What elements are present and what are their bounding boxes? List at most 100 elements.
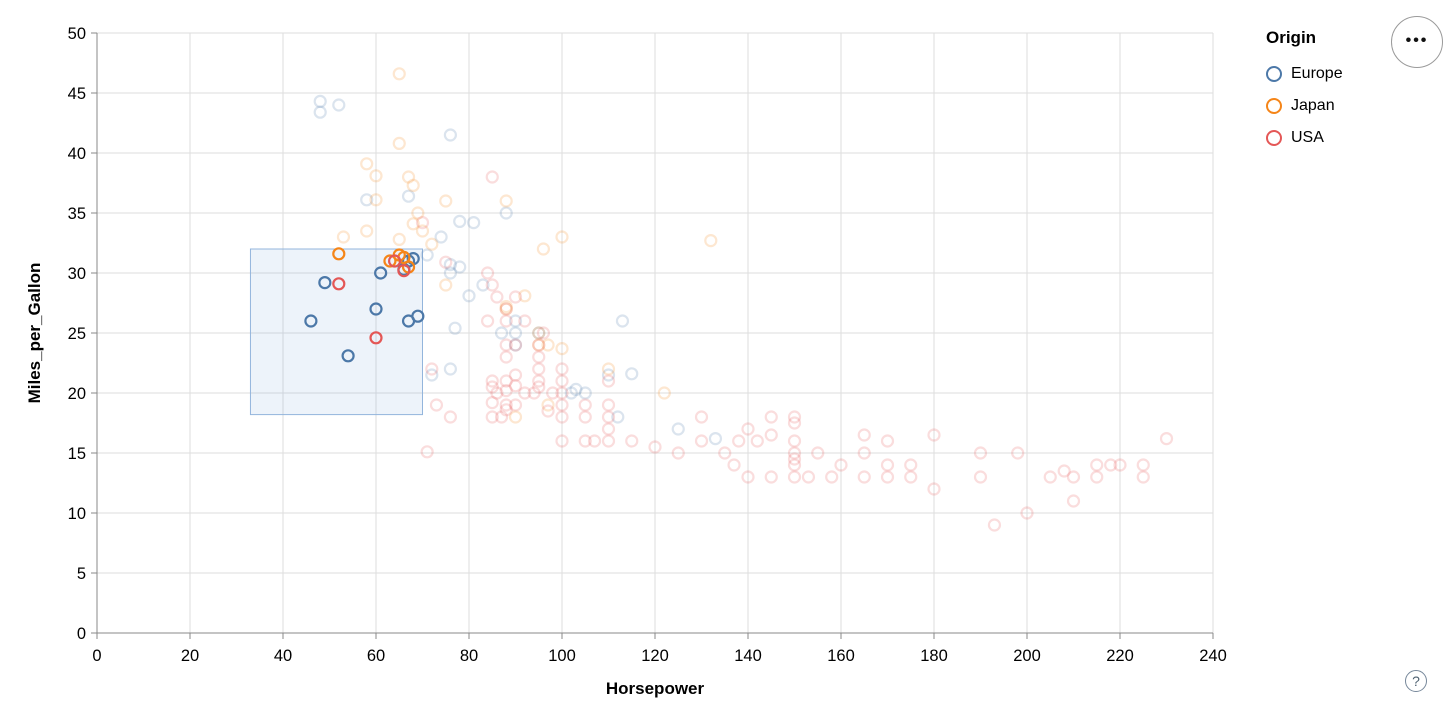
scatter-point-usa	[499, 350, 513, 364]
scatter-point-usa	[429, 398, 444, 412]
scatter-point-usa	[811, 446, 825, 460]
scatter-point-usa	[927, 482, 941, 496]
x-tick-label: 240	[1199, 647, 1227, 665]
scatter-point-europe	[625, 367, 639, 381]
scatter-point-usa	[555, 410, 569, 424]
scatter-point-usa	[541, 404, 555, 418]
scatter-point-usa	[601, 374, 616, 388]
scatter-point-europe	[443, 258, 457, 272]
scatter-point-japan	[369, 169, 383, 183]
x-tick-label: 120	[641, 647, 669, 665]
scatter-point-usa	[787, 446, 802, 460]
scatter-point-japan	[508, 410, 523, 424]
x-tick-label: 60	[367, 647, 385, 665]
scatter-point-europe	[467, 216, 481, 230]
scatter-point-japan	[360, 157, 374, 171]
scatter-point-usa	[1011, 446, 1025, 460]
scatter-point-usa	[694, 410, 709, 424]
scatter-point-usa	[499, 314, 513, 328]
y-tick-label: 40	[68, 145, 86, 163]
scatter-point-usa	[1090, 470, 1104, 484]
scatter-point-europe	[708, 432, 723, 446]
scatter-point-usa	[1066, 494, 1081, 508]
scatter-point-usa	[555, 398, 569, 412]
x-tick-label: 0	[92, 647, 101, 665]
scatter-point-europe	[332, 98, 346, 112]
scatter-point-usa	[787, 416, 802, 430]
scatter-point-europe	[532, 326, 546, 340]
scatter-point-usa	[880, 458, 895, 472]
scatter-point-usa	[536, 326, 551, 340]
y-tick-label: 0	[77, 625, 86, 643]
scatter-point-usa	[857, 470, 871, 484]
scatter-point-japan	[360, 224, 374, 238]
scatter-point-japan	[392, 136, 406, 150]
scatter-point-japan	[369, 193, 383, 207]
scatter-point-usa	[485, 380, 499, 394]
scatter-point-usa	[973, 446, 988, 460]
scatter-point-usa	[369, 331, 383, 345]
scatter-point-japan	[411, 206, 425, 220]
scatter-point-usa	[425, 362, 439, 376]
scatter-point-usa	[987, 518, 1002, 532]
y-tick-label: 35	[68, 205, 86, 223]
scatter-point-usa	[532, 374, 546, 388]
scatter-point-japan	[536, 242, 551, 256]
scatter-point-europe	[411, 309, 425, 323]
scatter-point-japan	[392, 67, 406, 81]
scatter-point-europe	[401, 189, 416, 203]
scatter-point-europe	[304, 314, 318, 328]
scatter-point-japan	[532, 338, 546, 352]
legend-ring-icon	[1266, 66, 1282, 82]
scatter-point-europe	[341, 349, 355, 363]
scatter-point-usa	[499, 403, 513, 417]
brush-selection[interactable]	[249, 248, 423, 416]
scatter-point-japan	[439, 278, 453, 292]
scatter-point-europe	[443, 266, 457, 280]
scatter-point-usa	[764, 410, 778, 424]
legend-item-europe: Europe	[1266, 58, 1343, 90]
scatter-point-usa	[1136, 470, 1150, 484]
scatter-point-usa	[764, 470, 778, 484]
scatter-point-europe	[508, 314, 523, 328]
scatter-point-europe	[611, 410, 625, 424]
scatter-point-japan	[601, 362, 616, 376]
scatter-point-japan	[392, 232, 406, 246]
scatter-point-japan	[401, 170, 416, 184]
scatter-point-japan	[406, 178, 420, 192]
scatter-point-usa	[732, 434, 746, 448]
scatter-point-europe	[448, 321, 462, 335]
help-button[interactable]: ?	[1405, 670, 1427, 692]
actions-menu-button[interactable]: •••	[1391, 16, 1443, 68]
scatter-point-usa	[532, 350, 546, 364]
scatter-point-usa	[1043, 470, 1057, 484]
scatter-point-usa	[439, 255, 453, 269]
scatter-point-usa	[973, 470, 988, 484]
scatter-point-usa	[787, 452, 802, 466]
scatter-point-japan	[383, 254, 397, 268]
legend-ring-icon	[1266, 130, 1282, 146]
scatter-point-japan	[415, 224, 430, 238]
scatter-point-usa	[518, 386, 532, 400]
scatter-point-usa	[485, 374, 499, 388]
legend-item-label: Europe	[1291, 65, 1343, 82]
scatter-point-usa	[825, 470, 839, 484]
scatter-point-usa	[750, 434, 764, 448]
scatter-point-europe	[420, 248, 434, 262]
scatter-point-usa	[443, 410, 457, 424]
scatter-point-europe	[425, 368, 439, 382]
x-tick-label: 180	[920, 647, 948, 665]
scatter-point-usa	[625, 434, 639, 448]
scatter-point-usa	[857, 428, 871, 442]
legend-ring-icon	[1266, 98, 1282, 114]
scatter-point-usa	[834, 458, 848, 472]
scatter-point-usa	[499, 374, 513, 388]
scatter-point-usa	[1159, 432, 1174, 446]
scatter-point-usa	[741, 422, 755, 436]
scatter-point-usa	[518, 314, 532, 328]
scatter-point-usa	[508, 398, 523, 412]
scatter-point-japan	[425, 237, 439, 251]
scatter-point-japan	[336, 230, 351, 244]
scatter-point-usa	[1136, 458, 1150, 472]
